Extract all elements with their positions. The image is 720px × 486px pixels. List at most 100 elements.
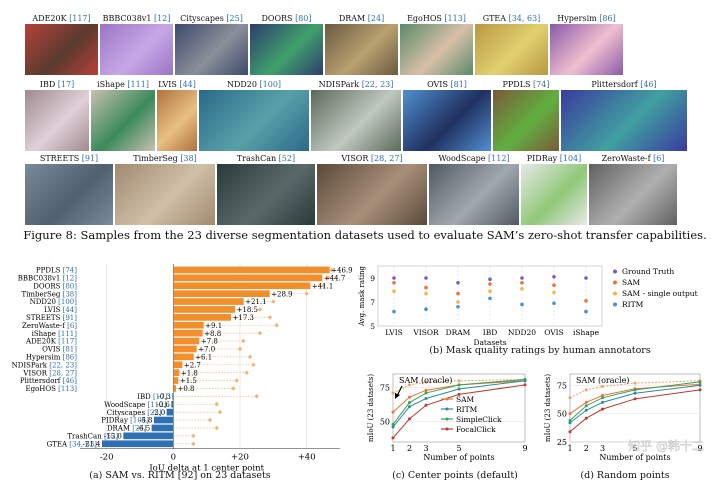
category-label: WoodScape [112] — [104, 401, 166, 409]
dataset-sample-image — [317, 164, 427, 225]
dataset-citation: [34, 63] — [508, 14, 541, 23]
dataset-citation: [12] — [153, 14, 171, 23]
x-tick-label: 0 — [171, 453, 176, 463]
dataset-citation: [117] — [69, 14, 91, 23]
watermark-text: 知乎 @韩十二 — [628, 438, 704, 453]
dataset-tile-ndispark: NDISPark [22, 23] — [310, 78, 402, 152]
y-axis-label: Avg. mask rating — [358, 265, 366, 327]
series-point — [408, 395, 411, 399]
chart-c-center-points: 50 75 1 2 3 5 9 Number of points mIoU (23 datase… — [367, 374, 528, 462]
bar — [172, 393, 174, 400]
y-tick-label: 75 — [557, 381, 567, 390]
rating-point — [584, 309, 588, 314]
dataset-sample-image — [25, 90, 89, 151]
dataset-tile-label: TimberSeg [38] — [115, 153, 215, 164]
dataset-tile-label: Cityscapes [25] — [175, 13, 248, 24]
bar — [173, 274, 323, 282]
bar — [173, 314, 231, 321]
oracle-marker — [321, 283, 326, 288]
value-label: -6.5 — [137, 425, 151, 433]
legend-label: FocalClick — [456, 425, 496, 434]
series-point — [408, 401, 411, 405]
dataset-name: NDD20 — [226, 80, 260, 89]
caption-a: (a) SAM vs. RITM [92] on 23 datasets — [89, 470, 271, 481]
oracle-point — [408, 383, 411, 387]
dataset-name: IBD — [39, 80, 58, 89]
dataset-tile-woodscape: WoodScape [112] — [428, 152, 520, 226]
bar — [102, 440, 174, 448]
dataset-tile-egohos: EgoHOS [113] — [399, 12, 474, 76]
dataset-tile-label: DRAM [24] — [325, 13, 398, 24]
legend-label: SAM - single output — [622, 289, 698, 298]
dataset-citation: [28, 27] — [370, 154, 403, 163]
dataset-name: iShape — [97, 80, 128, 89]
dataset-sample-image — [311, 90, 401, 151]
series-point — [457, 383, 461, 387]
figure-8-mosaic: ADE20K [117] BBBC038v1 [12] Cityscapes [25… — [0, 0, 720, 228]
value-label: -5.8 — [139, 417, 153, 425]
category-label: VISOR — [412, 328, 439, 337]
legend-label: Ground Truth — [622, 267, 674, 276]
oracle-point — [457, 379, 461, 383]
dataset-sample-image — [429, 164, 519, 225]
legend-marker — [613, 280, 617, 285]
series-point — [391, 425, 395, 429]
series-point — [457, 392, 461, 396]
series-point — [391, 436, 395, 440]
value-label: +1.8 — [181, 369, 198, 377]
oracle-marker — [217, 409, 223, 415]
dataset-tile-ndd20: NDD20 [100] — [198, 78, 310, 152]
dataset-name: NDISPark — [318, 80, 362, 89]
dataset-citation: [25] — [226, 14, 243, 23]
oracle-point — [584, 388, 588, 392]
value-label: -21.4 — [83, 440, 101, 448]
dataset-tile-label: OVIS [81] — [403, 79, 491, 90]
x-tick-label: 5 — [632, 444, 637, 453]
x-tick-label: 9 — [697, 444, 702, 453]
category-label: NDD20 — [508, 328, 536, 337]
series-point — [568, 430, 572, 434]
legend-marker — [445, 407, 449, 411]
dataset-citation: [38] — [180, 154, 197, 163]
figure-8-caption: Figure 8: Samples from the 23 diverse se… — [23, 228, 707, 242]
dataset-tile-label: IBD [17] — [25, 79, 89, 90]
legend-label: SAM — [456, 395, 475, 404]
dataset-tile-label: BBBC038v1 [12] — [100, 13, 173, 24]
series-point — [391, 422, 395, 426]
bar — [173, 329, 203, 337]
dataset-tile-visor: VISOR [28, 27] — [316, 152, 428, 226]
dataset-tile-label: WoodScape [112] — [429, 153, 519, 164]
dataset-citation: [80] — [295, 14, 312, 23]
dataset-tile-lvis: LVIS [44] — [156, 78, 198, 152]
x-tick-label: 9 — [522, 444, 527, 453]
series-line — [569, 389, 701, 433]
legend-marker — [613, 269, 617, 274]
rating-point — [520, 302, 524, 307]
value-label: +21.1 — [245, 298, 266, 306]
dataset-name: DOORS — [261, 14, 296, 23]
dataset-sample-image — [115, 164, 215, 225]
series-point — [391, 410, 395, 414]
x-tick-label: 2 — [584, 444, 589, 453]
bar — [173, 298, 244, 305]
category-label: LVIS [44] — [44, 306, 77, 314]
dataset-citation: [24] — [367, 14, 385, 23]
category-label: NDISPark [22, 23] — [12, 361, 78, 369]
oracle-point — [633, 381, 637, 385]
oracle-marker — [234, 378, 239, 383]
oracle-label: SAM (oracle) — [576, 376, 629, 385]
legend-label: RITM — [456, 405, 478, 414]
category-label: iShape [111] — [32, 330, 78, 338]
dataset-sample-image — [325, 24, 398, 75]
rating-point — [520, 281, 524, 285]
dataset-sample-image — [91, 90, 155, 151]
value-label: +2.7 — [184, 361, 201, 369]
series-point — [601, 400, 604, 404]
bar — [123, 432, 174, 440]
x-tick-label: 3 — [423, 444, 428, 453]
bar — [173, 345, 197, 353]
rating-point — [456, 291, 460, 296]
oracle-marker — [231, 386, 236, 391]
series-point — [698, 380, 702, 384]
value-label: +6.1 — [195, 354, 212, 362]
